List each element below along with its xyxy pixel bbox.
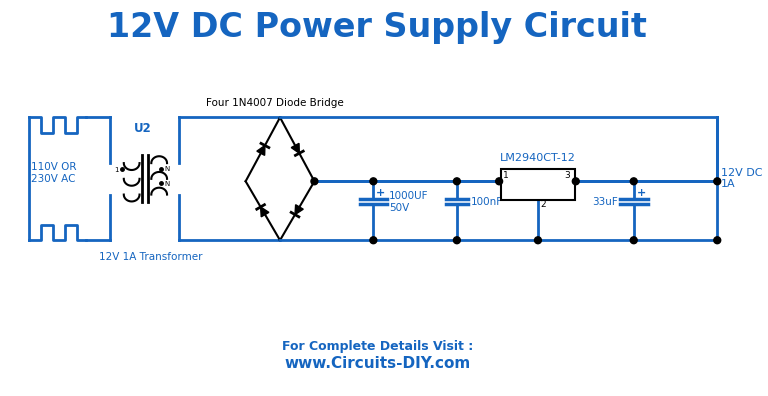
Text: N: N [164,181,169,187]
Text: +: + [376,188,386,198]
Text: 1: 1 [114,167,118,173]
Circle shape [495,178,502,185]
Polygon shape [260,207,269,217]
Polygon shape [257,145,265,155]
Text: Four 1N4007 Diode Bridge: Four 1N4007 Diode Bridge [207,97,344,108]
Text: +: + [637,188,646,198]
Circle shape [572,178,579,185]
Text: 3: 3 [564,171,570,180]
Text: 33uF: 33uF [592,197,618,207]
Text: 100nF: 100nF [471,197,503,207]
Circle shape [631,237,637,244]
Text: 12V 1A Transformer: 12V 1A Transformer [98,252,202,262]
Text: For Complete Details Visit :: For Complete Details Visit : [282,340,473,353]
Circle shape [370,237,377,244]
Text: 1: 1 [503,171,509,180]
Text: 110V OR
230V AC: 110V OR 230V AC [31,162,77,184]
Circle shape [713,237,720,244]
Text: U2: U2 [134,122,151,135]
Circle shape [453,178,460,185]
Text: 12V DC Power Supply Circuit: 12V DC Power Supply Circuit [108,11,647,44]
Circle shape [713,178,720,185]
Polygon shape [295,205,303,215]
Circle shape [370,178,377,185]
Circle shape [311,178,318,185]
Circle shape [453,237,460,244]
Circle shape [535,237,541,244]
Bar [501,169,574,200]
Text: www.Circuits-DIY.com: www.Circuits-DIY.com [284,356,471,371]
Text: 12V DC
1A: 12V DC 1A [721,168,763,189]
Text: N: N [164,166,169,172]
Polygon shape [291,143,300,153]
Text: LM2940CT-12: LM2940CT-12 [500,153,576,163]
Text: 2: 2 [540,200,545,209]
Text: 1000UF
50V: 1000UF 50V [389,191,429,213]
Circle shape [631,178,637,185]
